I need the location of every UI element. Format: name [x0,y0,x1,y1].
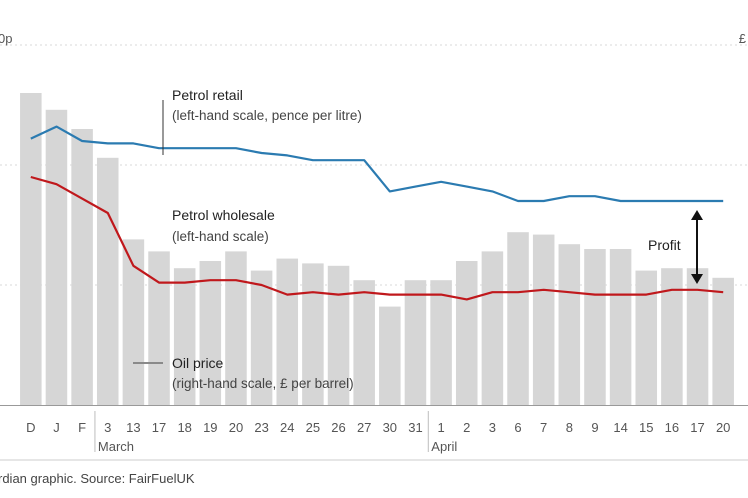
x-tick-label-15: 31 [408,420,422,435]
oil-annotation-sub: (right-hand scale, £ per barrel) [172,376,354,391]
oil-bar-7 [199,261,222,405]
x-tick-label-18: 3 [489,420,496,435]
oil-bar-3 [96,157,119,405]
x-tick-label-21: 8 [566,420,573,435]
x-tick-label-3: 3 [104,420,111,435]
x-tick-label-6: 18 [177,420,191,435]
oil-bar-12 [327,265,350,405]
x-tick-label-13: 27 [357,420,371,435]
retail-annotation-sub: (left-hand scale, pence per litre) [172,108,362,123]
oil-bar-0 [20,93,42,405]
oil-bar-6 [173,268,196,405]
series-line-0 [30,125,724,203]
oil-annotation-title: Oil price [172,355,224,371]
oil-bar-16 [430,280,452,405]
oil-bar-1 [45,109,68,406]
oil-bar-18 [481,251,504,405]
profit-label: Profit [648,237,681,253]
oil-bar-19 [507,232,529,405]
left-unit-label: 0p [0,31,12,46]
oil-bar-20 [532,234,555,405]
x-tick-label-14: 30 [383,420,397,435]
wholesale-annotation-title: Petrol wholesale [172,207,275,223]
oil-bar-25 [661,268,683,405]
oil-bar-21 [558,244,581,405]
series-line-1 [30,175,724,301]
oil-bar-5 [148,251,170,405]
oil-bar-27 [712,277,734,405]
x-tick-label-5: 17 [152,420,166,435]
oil-bar-17 [455,261,478,405]
oil-bar-8 [225,251,247,405]
x-tick-label-8: 20 [229,420,243,435]
x-tick-label-1: J [53,420,60,435]
x-tick-label-4: 13 [126,420,140,435]
oil-bar-26 [686,268,709,405]
x-tick-label-27: 20 [716,420,730,435]
x-tick-label-22: 9 [591,420,598,435]
x-tick-label-16: 1 [437,420,444,435]
month-label-1: April [431,439,457,454]
grid-layer [0,44,748,406]
x-tick-label-11: 25 [306,420,320,435]
oil-bar-24 [635,270,658,405]
x-tick-label-24: 15 [639,420,653,435]
profit-arrow [691,210,703,284]
x-tick-label-25: 16 [665,420,679,435]
x-tick-label-7: 19 [203,420,217,435]
x-tick-label-2: F [78,420,86,435]
x-tick-label-0: D [26,420,35,435]
x-tick-label-17: 2 [463,420,470,435]
x-tick-label-10: 24 [280,420,294,435]
wholesale-annotation-sub: (left-hand scale) [172,229,269,244]
x-tick-label-26: 17 [690,420,704,435]
x-tick-label-23: 14 [613,420,627,435]
oil-bar-13 [353,280,375,405]
right-unit-label: £ [739,31,747,46]
source-text: rdian graphic. Source: FairFuelUK [0,471,195,486]
x-tick-label-9: 23 [254,420,268,435]
oil-bar-22 [584,249,606,405]
x-tick-label-19: 6 [514,420,521,435]
oil-bar-15 [404,280,427,405]
line-layer [30,125,724,301]
retail-annotation-title: Petrol retail [172,87,243,103]
label-layer: D J F 3 13 17 18 19 20 23 24 25 26 27 30 31 1 2 3 6 7 8 9 14 15 1… [26,411,730,454]
month-label-0: March [98,439,134,454]
oil-bar-23 [609,249,632,405]
oil-bar-9 [250,270,273,405]
x-tick-label-20: 7 [540,420,547,435]
x-tick-label-12: 26 [331,420,345,435]
bar-layer [20,93,734,406]
oil-bar-11 [302,263,324,405]
oil-bar-14 [379,306,401,405]
oil-bar-2 [71,129,93,405]
